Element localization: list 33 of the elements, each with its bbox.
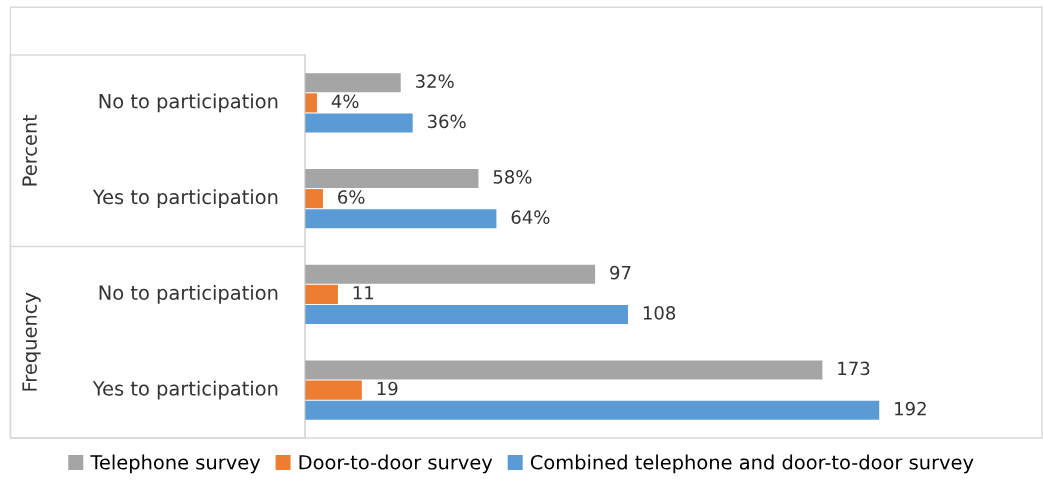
data-label: 4%	[331, 94, 359, 109]
bar	[305, 400, 880, 420]
data-label: 6%	[338, 190, 365, 204]
bar	[305, 113, 413, 133]
data-label: 64%	[511, 210, 550, 224]
bar	[305, 209, 497, 229]
data-label: 173	[838, 361, 870, 376]
bar	[305, 73, 401, 93]
text: Frequency	[22, 292, 41, 391]
data-label: 58%	[493, 170, 532, 184]
bar	[305, 360, 823, 380]
bar	[305, 380, 362, 400]
data-label: 108	[643, 306, 676, 320]
bar	[305, 304, 628, 325]
bar	[305, 168, 479, 189]
legend-label: Combined telephone and door-to-door survey	[530, 454, 974, 474]
data-label: 192	[895, 401, 926, 416]
y-tick-label: Yes to participation	[92, 189, 278, 209]
y-tick-label: No to participation	[99, 93, 278, 113]
legend-label: Telephone survey	[90, 454, 261, 474]
y-tick-label: Yes to participation	[92, 380, 278, 400]
y-tick-label: No to participation	[99, 284, 278, 304]
bar	[305, 93, 317, 113]
bar	[305, 284, 338, 304]
data-label: 32%	[415, 74, 454, 89]
legend-label: Door-to-door survey	[299, 454, 493, 474]
data-label: 19	[377, 381, 398, 396]
text: Percent	[22, 114, 37, 186]
data-label: 36%	[427, 114, 466, 129]
bar	[305, 189, 323, 209]
data-label: 11	[353, 286, 374, 300]
bar	[305, 264, 596, 284]
data-label: 97	[610, 265, 631, 280]
